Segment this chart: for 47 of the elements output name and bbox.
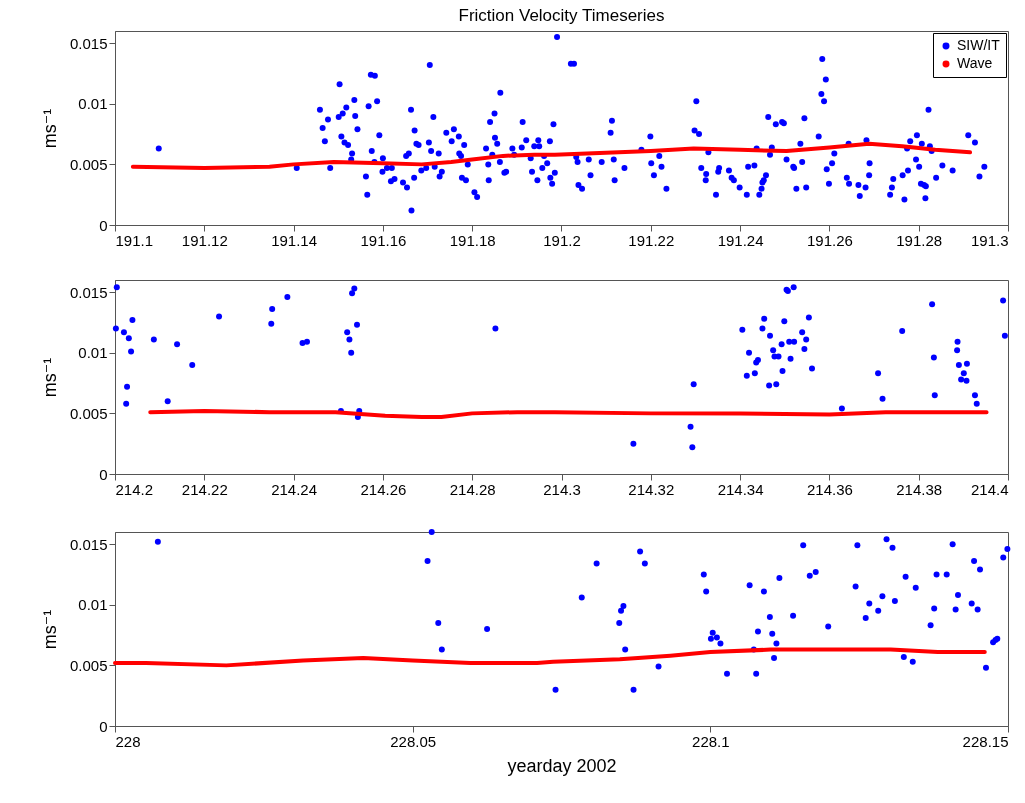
x-tick-label: 214.2 bbox=[115, 480, 154, 498]
y-tick-label: 0 bbox=[99, 216, 108, 234]
y-axis-title: ms⁻¹ bbox=[39, 108, 60, 149]
x-tick-label: 214.34 bbox=[717, 480, 764, 498]
x-tick-label: 214.36 bbox=[806, 480, 853, 498]
x-tick-label: 191.26 bbox=[806, 231, 853, 249]
y-tick-label: 0.01 bbox=[78, 95, 108, 113]
y-tick-label: 0.005 bbox=[69, 404, 108, 422]
x-tick-label: 228.15 bbox=[962, 732, 1009, 750]
x-tick-label: 228.1 bbox=[692, 732, 730, 750]
y-axis-title: ms⁻¹ bbox=[39, 609, 60, 650]
x-tick-label: 191.14 bbox=[271, 231, 318, 249]
x-tick-label: 228 bbox=[115, 732, 141, 750]
legend-label: SIW/IT bbox=[957, 37, 1001, 53]
x-tick-label: 214.38 bbox=[896, 480, 943, 498]
x-tick-label: 214.24 bbox=[271, 480, 318, 498]
x-tick-label: 214.26 bbox=[360, 480, 407, 498]
x-tick-label: 214.22 bbox=[181, 480, 228, 498]
y-tick-label: 0.015 bbox=[69, 34, 108, 52]
x-tick-label: 191.28 bbox=[896, 231, 943, 249]
x-tick-label: 191.22 bbox=[628, 231, 675, 249]
x-tick-label: 191.16 bbox=[360, 231, 407, 249]
x-tick-label: 191.1 bbox=[115, 231, 154, 249]
y-tick-label: 0.01 bbox=[78, 344, 108, 362]
x-tick-label: 228.05 bbox=[390, 732, 437, 750]
x-axis-title: yearday 2002 bbox=[507, 755, 617, 776]
x-tick-label: 191.12 bbox=[181, 231, 228, 249]
x-tick-label: 191.24 bbox=[717, 231, 764, 249]
x-tick-label: 214.28 bbox=[449, 480, 496, 498]
x-tick-label: 214.3 bbox=[543, 480, 581, 498]
y-tick-label: 0.015 bbox=[69, 535, 108, 553]
x-tick-label: 191.2 bbox=[543, 231, 581, 249]
x-tick-label: 214.32 bbox=[628, 480, 675, 498]
line-series bbox=[113, 647, 987, 668]
line-series bbox=[148, 408, 989, 420]
y-tick-label: 0 bbox=[99, 465, 108, 483]
y-tick-label: 0 bbox=[99, 717, 108, 735]
legend-label: Wave bbox=[957, 55, 993, 71]
x-tick-label: 191.3 bbox=[970, 231, 1009, 249]
x-tick-label: 214.4 bbox=[970, 480, 1009, 498]
y-axis-title: ms⁻¹ bbox=[39, 357, 60, 398]
y-tick-label: 0.005 bbox=[69, 155, 108, 173]
y-tick-label: 0.015 bbox=[69, 283, 108, 301]
chart-title: Friction Velocity Timeseries bbox=[458, 6, 665, 25]
y-tick-label: 0.01 bbox=[78, 596, 108, 614]
y-tick-label: 0.005 bbox=[69, 656, 108, 674]
x-tick-label: 191.18 bbox=[449, 231, 496, 249]
